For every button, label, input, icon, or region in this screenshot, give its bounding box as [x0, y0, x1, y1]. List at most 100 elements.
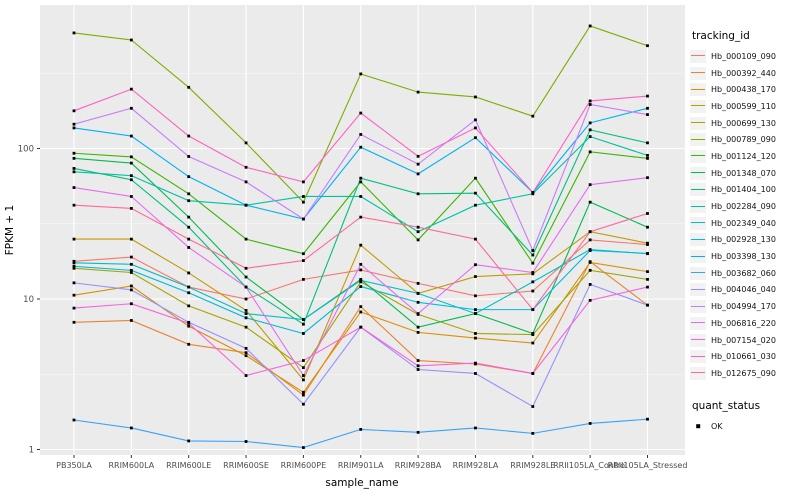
data-point-Hb_003398_130-RRIM901LA[interactable] [359, 145, 363, 149]
data-point-Hb_010661_030-RRIM901LA[interactable] [359, 111, 363, 115]
data-point-Hb_012675_090-RRIM928LA[interactable] [474, 237, 477, 241]
legend-entry-Hb_003682_060[interactable]: Hb_003682_060 [690, 265, 800, 282]
data-point-Hb_007154_020-PB350LA[interactable] [72, 306, 76, 310]
data-point-Hb_000599_110-RRIM600LA[interactable] [129, 237, 133, 241]
data-point-Hb_004046_040-RRIM600SE[interactable] [244, 346, 248, 350]
data-point-Hb_000438_170-RRIM928LA[interactable] [474, 336, 477, 340]
data-point-Hb_000599_110-RRIM600LE[interactable] [187, 271, 191, 275]
data-point-Hb_000789_090-RRIM600LA[interactable] [129, 38, 133, 42]
data-point-Hb_003682_060-PB350LA[interactable] [72, 418, 76, 422]
data-point-Hb_000599_110-PB350LA[interactable] [72, 237, 76, 241]
legend-entry-Hb_007154_020[interactable]: Hb_007154_020 [690, 332, 800, 349]
data-point-Hb_000109_090-RRIM600PE[interactable] [302, 277, 305, 281]
data-point-Hb_001124_120-RRIM600LA[interactable] [129, 155, 133, 159]
data-point-Hb_001404_100-RRIM600LA[interactable] [129, 178, 133, 182]
data-point-Hb_002349_040-RRIM928LE[interactable] [531, 280, 535, 284]
data-point-Hb_001404_100-PB350LA[interactable] [72, 167, 76, 170]
data-point-Hb_002284_090-RRII105LA_Control[interactable] [588, 135, 592, 138]
data-point-Hb_000789_090-PB350LA[interactable] [72, 31, 76, 35]
data-point-Hb_006816_220-RRIM928LA[interactable] [474, 263, 477, 267]
data-point-Hb_000109_090-RRII105LA_Control[interactable] [588, 238, 592, 242]
data-point-Hb_006816_220-RRIM600PE[interactable] [302, 374, 305, 377]
data-point-Hb_004046_040-RRIM928BA[interactable] [416, 368, 420, 371]
data-point-Hb_000599_110-RRIM600SE[interactable] [244, 308, 248, 312]
legend-entry-Hb_000109_090[interactable]: Hb_000109_090 [690, 48, 800, 65]
data-point-Hb_001404_100-RRII105LA_Stressed[interactable] [646, 141, 649, 145]
legend-entry-Hb_000789_090[interactable]: Hb_000789_090 [690, 131, 800, 148]
data-point-Hb_001348_070-RRIM600LE[interactable] [187, 215, 191, 219]
data-point-Hb_010661_030-RRIM600LA[interactable] [129, 87, 133, 91]
data-point-Hb_002349_040-RRIM600LA[interactable] [129, 262, 133, 266]
data-point-Hb_007154_020-RRIM901LA[interactable] [359, 325, 363, 329]
data-point-Hb_006816_220-RRII105LA_Stressed[interactable] [646, 176, 649, 180]
legend-entry-Hb_001404_100[interactable]: Hb_001404_100 [690, 182, 800, 199]
data-point-Hb_000438_170-RRIM928BA[interactable] [416, 330, 420, 334]
data-point-Hb_003398_130-RRIM928LA[interactable] [474, 136, 477, 140]
data-point-Hb_000109_090-RRIM600SE[interactable] [244, 297, 248, 301]
legend-entry-Hb_012675_090[interactable]: Hb_012675_090 [690, 365, 800, 382]
data-point-Hb_010661_030-RRIM928BA[interactable] [416, 154, 420, 158]
data-point-Hb_001404_100-RRIM928LE[interactable] [531, 253, 535, 257]
data-point-Hb_000438_170-RRIM600PE[interactable] [302, 390, 305, 394]
legend-entry-Hb_006816_220[interactable]: Hb_006816_220 [690, 315, 800, 332]
data-point-Hb_003398_130-RRIM600LE[interactable] [187, 175, 191, 179]
data-point-Hb_000789_090-RRIM901LA[interactable] [359, 72, 363, 76]
data-point-Hb_001348_070-RRIM600SE[interactable] [244, 275, 248, 279]
data-point-Hb_003682_060-RRII105LA_Stressed[interactable] [646, 417, 649, 421]
data-point-Hb_010661_030-RRIM600LE[interactable] [187, 134, 191, 138]
data-point-Hb_006816_220-RRIM901LA[interactable] [359, 262, 363, 266]
data-point-Hb_001404_100-RRIM928BA[interactable] [416, 192, 420, 196]
data-point-Hb_007154_020-RRIM928LE[interactable] [531, 372, 535, 375]
data-point-Hb_000438_170-RRIM901LA[interactable] [359, 310, 363, 314]
data-point-Hb_007154_020-RRIM600SE[interactable] [244, 374, 248, 377]
data-point-Hb_007154_020-RRIM600LE[interactable] [187, 321, 191, 325]
data-point-Hb_006816_220-PB350LA[interactable] [72, 186, 76, 189]
data-point-Hb_000109_090-RRIM928BA[interactable] [416, 281, 420, 285]
data-point-Hb_010661_030-PB350LA[interactable] [72, 109, 76, 113]
legend-entry-Hb_004046_040[interactable]: Hb_004046_040 [690, 282, 800, 299]
data-point-Hb_000599_110-RRIM600PE[interactable] [302, 378, 305, 382]
data-point-Hb_000699_130-PB350LA[interactable] [72, 266, 76, 270]
data-point-Hb_004994_170-RRIM600LA[interactable] [129, 106, 133, 110]
data-point-Hb_003682_060-RRIM600PE[interactable] [302, 446, 305, 449]
data-point-Hb_012675_090-RRIM928BA[interactable] [416, 225, 420, 229]
legend-entry-Hb_000599_110[interactable]: Hb_000599_110 [690, 98, 800, 115]
data-point-Hb_002928_130-RRIM928LA[interactable] [474, 308, 477, 312]
data-point-Hb_001348_070-RRIM928LE[interactable] [531, 332, 535, 335]
data-point-Hb_002284_090-RRIM928BA[interactable] [416, 230, 420, 234]
data-point-Hb_007154_020-RRIM600PE[interactable] [302, 359, 305, 362]
data-point-Hb_001348_070-RRIM600LA[interactable] [129, 161, 133, 165]
data-point-Hb_007154_020-RRIM928BA[interactable] [416, 364, 420, 368]
data-point-Hb_012675_090-RRIM600LA[interactable] [129, 206, 133, 210]
data-point-Hb_001404_100-RRIM600PE[interactable] [302, 322, 305, 326]
data-point-Hb_001348_070-RRIM928BA[interactable] [416, 325, 420, 329]
data-point-Hb_002284_090-RRII105LA_Stressed[interactable] [646, 153, 649, 157]
data-point-Hb_000699_130-RRIM928LA[interactable] [474, 332, 477, 335]
data-point-Hb_001124_120-RRIM600SE[interactable] [244, 237, 248, 241]
data-point-Hb_000699_130-RRIM600SE[interactable] [244, 325, 248, 329]
data-point-Hb_000599_110-RRIM901LA[interactable] [359, 243, 363, 247]
legend-entry-Hb_010661_030[interactable]: Hb_010661_030 [690, 348, 800, 365]
data-point-Hb_003682_060-RRIM928LE[interactable] [531, 431, 535, 435]
data-point-Hb_001124_120-PB350LA[interactable] [72, 151, 76, 155]
data-point-Hb_003682_060-RRIM901LA[interactable] [359, 428, 363, 431]
data-point-Hb_000392_440-RRIM928BA[interactable] [416, 359, 420, 362]
data-point-Hb_001124_120-RRIM600LE[interactable] [187, 192, 191, 196]
data-point-Hb_004994_170-RRII105LA_Control[interactable] [588, 103, 592, 106]
data-point-Hb_002349_040-RRIM600PE[interactable] [302, 318, 305, 321]
legend-entry-Hb_001348_070[interactable]: Hb_001348_070 [690, 165, 800, 182]
data-point-Hb_010661_030-RRII105LA_Control[interactable] [588, 99, 592, 103]
data-point-Hb_001348_070-RRII105LA_Stressed[interactable] [646, 225, 649, 229]
data-point-Hb_003682_060-RRIM600LE[interactable] [187, 439, 191, 443]
legend-entry-Hb_002284_090[interactable]: Hb_002284_090 [690, 198, 800, 215]
data-point-Hb_000789_090-RRIM600LE[interactable] [187, 85, 191, 89]
data-point-Hb_000438_170-PB350LA[interactable] [72, 293, 76, 297]
data-point-Hb_001124_120-RRIM901LA[interactable] [359, 180, 363, 184]
legend-entry-Hb_004994_170[interactable]: Hb_004994_170 [690, 298, 800, 315]
data-point-Hb_001404_100-RRIM600LE[interactable] [187, 225, 191, 229]
data-point-Hb_000392_440-RRIM600LE[interactable] [187, 342, 191, 346]
data-point-Hb_000109_090-RRIM901LA[interactable] [359, 268, 363, 272]
data-point-Hb_001348_070-RRII105LA_Control[interactable] [588, 200, 592, 204]
data-point-Hb_004994_170-RRIM928LE[interactable] [531, 249, 535, 252]
data-point-Hb_006816_220-RRIM928LE[interactable] [531, 271, 535, 274]
